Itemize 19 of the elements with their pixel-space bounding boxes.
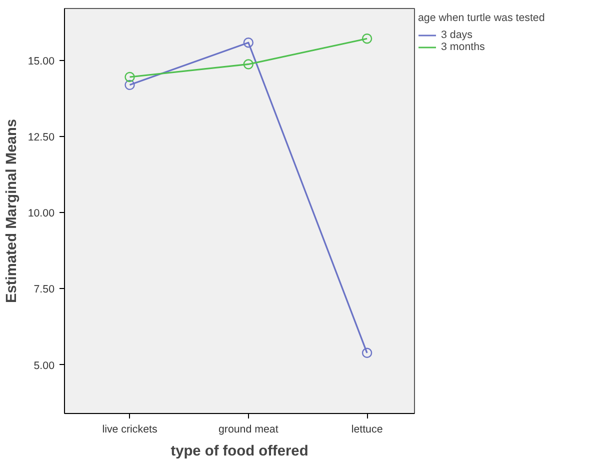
point (362, 34, 372, 44)
x-tick-label: ground meat (218, 424, 278, 436)
y-tick-label: 5.00 (34, 360, 55, 372)
y-tick-label: 15.00 (28, 55, 55, 68)
y-tick-label: 10.00 (28, 208, 55, 220)
point (124, 72, 135, 82)
legend-title: age when turtle was tested (418, 12, 545, 24)
x-tick-label: live crickets (102, 424, 158, 436)
x-tick-label: lettuce (351, 424, 383, 436)
y-tick-label: 12.50 (28, 131, 55, 144)
x-axis-title: type of food offered (170, 444, 308, 460)
point (243, 59, 254, 70)
y-tick-label: 7.50 (34, 284, 55, 296)
point (124, 80, 135, 90)
point (243, 38, 254, 48)
y-axis-title: Estimated Marginal Means (4, 118, 20, 304)
legend-label: 3 days (441, 29, 472, 41)
point (362, 348, 372, 358)
legend-label: 3 months (441, 41, 485, 53)
